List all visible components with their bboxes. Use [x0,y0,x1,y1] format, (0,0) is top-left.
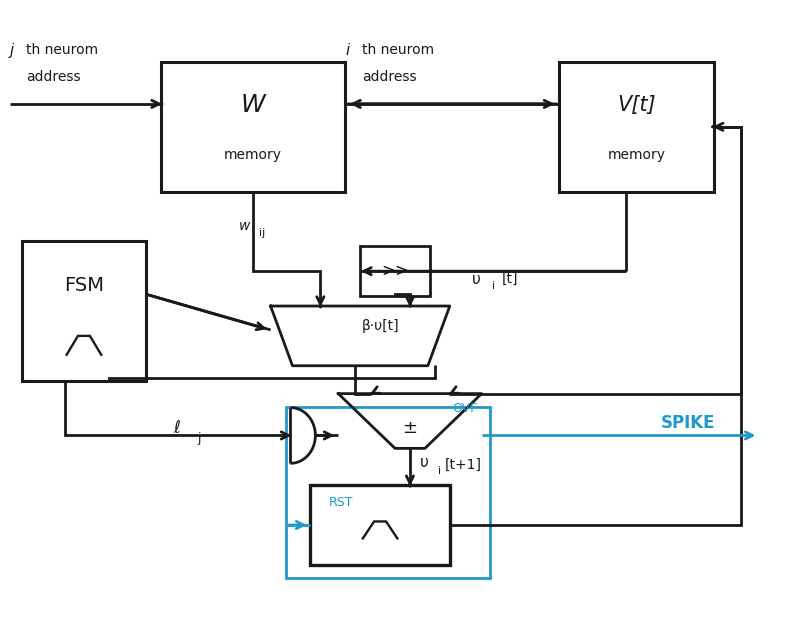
Text: W: W [241,93,266,117]
Text: RST: RST [328,496,353,509]
Bar [360,247,430,296]
Text: ±: ± [402,419,418,437]
Text: th neurom: th neurom [362,43,434,57]
Text: OVF: OVF [452,402,478,415]
Text: β·υ[t]: β·υ[t] [362,319,400,333]
Bar [286,407,490,578]
Text: [t]: [t] [502,272,518,286]
Text: th neurom: th neurom [26,43,98,57]
Text: memory: memory [224,148,282,162]
Bar [310,485,450,565]
Bar [161,62,346,191]
Bar [559,62,714,191]
Text: υ: υ [472,271,481,287]
Text: SPIKE: SPIKE [661,414,715,432]
Text: address: address [26,70,80,84]
Text: j: j [10,43,14,58]
Text: j: j [197,432,201,445]
Bar [22,242,146,381]
Text: i: i [346,43,350,58]
Text: i: i [438,466,441,476]
Text: w: w [238,219,250,233]
Text: [t+1]: [t+1] [445,458,482,472]
Text: ℓ: ℓ [173,419,180,437]
Text: υ: υ [420,455,429,470]
Text: i: i [491,281,494,291]
Text: FSM: FSM [64,276,104,296]
Text: address: address [362,70,417,84]
Text: ij: ij [258,229,265,238]
Text: memory: memory [607,148,666,162]
Text: V[t]: V[t] [617,95,656,115]
Text: >>: >> [381,262,409,280]
